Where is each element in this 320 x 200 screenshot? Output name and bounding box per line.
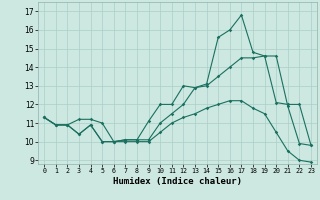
X-axis label: Humidex (Indice chaleur): Humidex (Indice chaleur) [113,177,242,186]
